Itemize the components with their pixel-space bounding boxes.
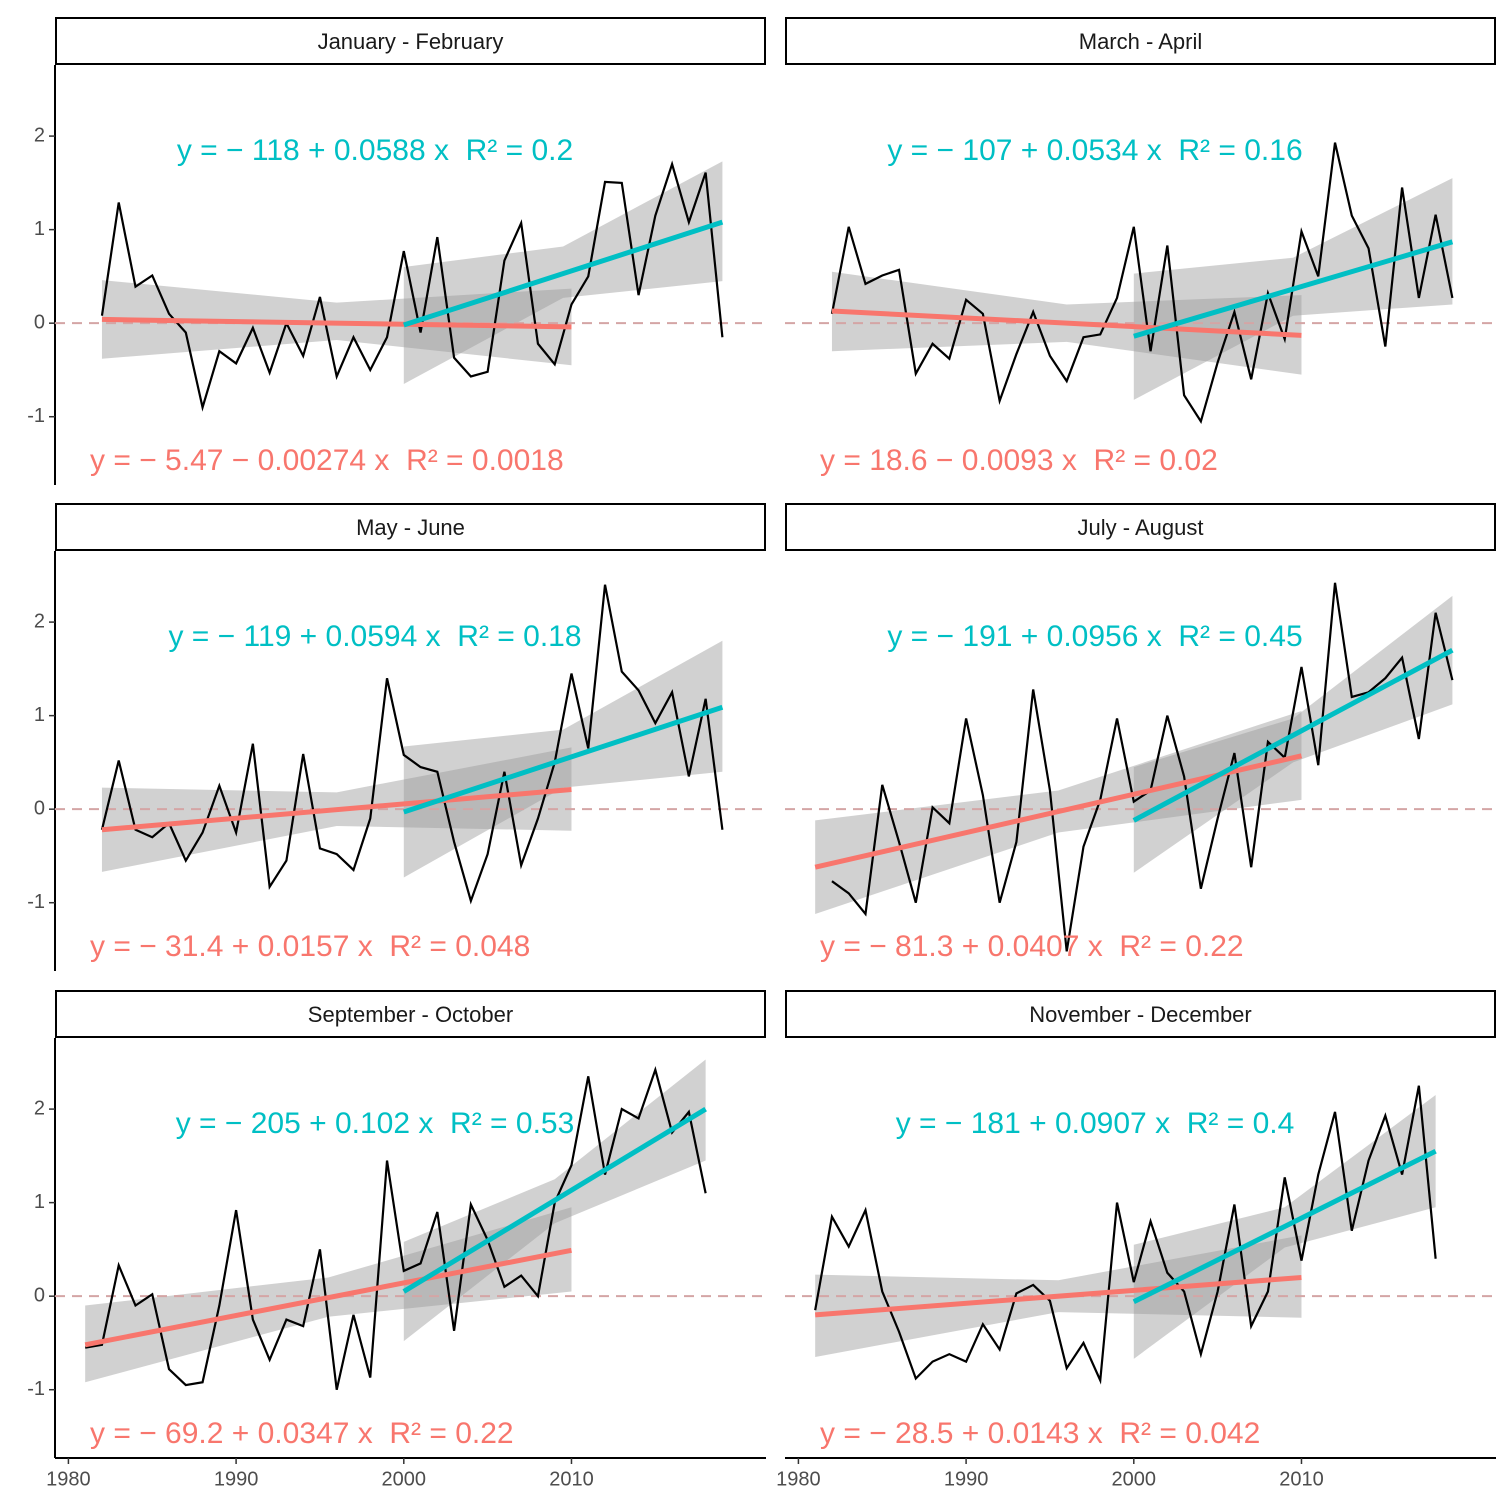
fit-equation: y = − 69.2 + 0.0347 x R² = 0.22 bbox=[90, 1417, 514, 1450]
fit-equation: y = − 118 + 0.0588 x R² = 0.2 bbox=[177, 134, 573, 167]
fit-equation: y = − 119 + 0.0594 x R² = 0.18 bbox=[168, 620, 581, 653]
y-tick-label: 1 bbox=[34, 218, 45, 240]
strip-title: July - August bbox=[1078, 515, 1204, 540]
strip bbox=[55, 17, 766, 65]
data-line bbox=[831, 582, 1454, 952]
strip-title: May - June bbox=[356, 515, 465, 540]
fit-line bbox=[831, 308, 1302, 338]
data-line bbox=[100, 160, 724, 412]
y-tick-label: 2 bbox=[34, 610, 45, 632]
strip bbox=[55, 503, 766, 551]
strip bbox=[785, 503, 1496, 551]
y-tick-label: -1 bbox=[27, 1378, 45, 1400]
fit-equation: y = − 205 + 0.102 x R² = 0.53 bbox=[176, 1107, 575, 1140]
y-tick-label: 1 bbox=[34, 704, 45, 726]
y-tick-label: 0 bbox=[34, 311, 45, 333]
strip-title: March - April bbox=[1079, 29, 1202, 54]
fit-equation: y = 18.6 − 0.0093 x R² = 0.02 bbox=[820, 444, 1218, 477]
fit-line bbox=[403, 219, 724, 328]
fit-equation: y = − 181 + 0.0907 x R² = 0.4 bbox=[896, 1107, 1295, 1140]
x-tick-label: 2000 bbox=[382, 1468, 427, 1490]
x-tick-label: 2010 bbox=[1279, 1468, 1324, 1490]
strip bbox=[785, 17, 1496, 65]
strip-title: September - October bbox=[308, 1002, 513, 1027]
y-tick-label: 2 bbox=[34, 1097, 45, 1119]
data-line bbox=[814, 1085, 1437, 1385]
fit-line bbox=[1132, 647, 1454, 823]
data-line bbox=[830, 142, 1454, 425]
fit-equation: y = − 81.3 + 0.0407 x R² = 0.22 bbox=[820, 930, 1244, 963]
fit-line bbox=[1132, 1148, 1437, 1305]
fit-equation: y = − 191 + 0.0956 x R² = 0.45 bbox=[887, 620, 1302, 653]
y-tick-label: 2 bbox=[34, 124, 45, 146]
fit-line bbox=[814, 1274, 1302, 1318]
y-tick-label: 0 bbox=[34, 1284, 45, 1306]
fit-equation: y = − 5.47 − 0.00274 x R² = 0.0018 bbox=[90, 444, 564, 477]
fit-equation: y = − 107 + 0.0534 x R² = 0.16 bbox=[887, 134, 1302, 167]
strip-title: November - December bbox=[1029, 1002, 1252, 1027]
y-tick-label: 0 bbox=[34, 797, 45, 819]
fit-equation: y = − 28.5 + 0.0143 x R² = 0.042 bbox=[820, 1417, 1260, 1450]
y-tick-label: -1 bbox=[27, 405, 45, 427]
x-tick-label: 1990 bbox=[944, 1468, 989, 1490]
strip bbox=[55, 990, 766, 1038]
data-line bbox=[100, 584, 724, 905]
y-tick-label: 1 bbox=[34, 1191, 45, 1213]
x-tick-label: 1980 bbox=[46, 1468, 91, 1490]
y-tick-label: -1 bbox=[27, 891, 45, 913]
fit-line bbox=[101, 787, 572, 833]
x-tick-label: 2000 bbox=[1112, 1468, 1157, 1490]
fit-line bbox=[403, 704, 724, 815]
x-tick-label: 1980 bbox=[776, 1468, 821, 1490]
x-tick-label: 2010 bbox=[549, 1468, 594, 1490]
fit-line bbox=[84, 1247, 572, 1348]
strip-title: January - February bbox=[318, 29, 504, 54]
data-line bbox=[85, 1066, 707, 1390]
strip bbox=[785, 990, 1496, 1038]
fit-line bbox=[101, 316, 572, 330]
confidence-band bbox=[85, 1207, 572, 1383]
fit-equation: y = − 31.4 + 0.0157 x R² = 0.048 bbox=[90, 930, 530, 963]
fit-line bbox=[402, 1106, 707, 1294]
x-tick-label: 1990 bbox=[214, 1468, 259, 1490]
fit-line bbox=[1133, 239, 1454, 339]
